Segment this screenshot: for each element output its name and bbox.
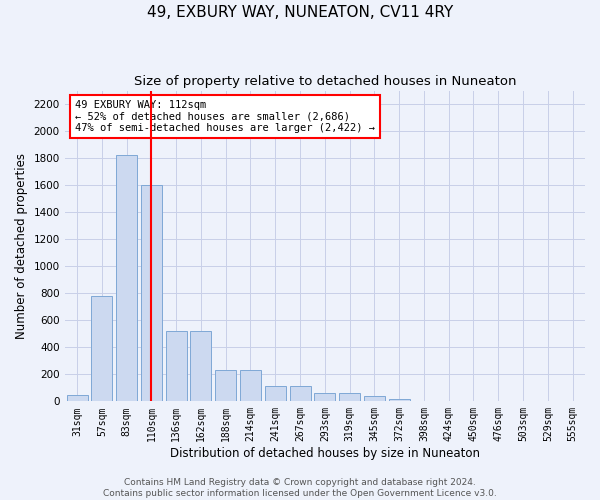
Bar	[91, 296, 112, 402]
Text: 49, EXBURY WAY, NUNEATON, CV11 4RY: 49, EXBURY WAY, NUNEATON, CV11 4RY	[147, 5, 453, 20]
Bar	[215, 370, 236, 402]
Bar	[364, 396, 385, 402]
Bar	[240, 370, 261, 402]
Bar	[389, 398, 410, 402]
Bar	[413, 400, 434, 402]
Bar	[339, 393, 360, 402]
Text: Contains HM Land Registry data © Crown copyright and database right 2024.
Contai: Contains HM Land Registry data © Crown c…	[103, 478, 497, 498]
Bar	[166, 331, 187, 402]
Bar	[67, 394, 88, 402]
Bar	[314, 393, 335, 402]
Bar	[141, 185, 162, 402]
Bar	[190, 331, 211, 402]
Bar	[116, 156, 137, 402]
X-axis label: Distribution of detached houses by size in Nuneaton: Distribution of detached houses by size …	[170, 447, 480, 460]
Title: Size of property relative to detached houses in Nuneaton: Size of property relative to detached ho…	[134, 75, 516, 88]
Y-axis label: Number of detached properties: Number of detached properties	[15, 153, 28, 339]
Bar	[265, 386, 286, 402]
Bar	[290, 386, 311, 402]
Text: 49 EXBURY WAY: 112sqm
← 52% of detached houses are smaller (2,686)
47% of semi-d: 49 EXBURY WAY: 112sqm ← 52% of detached …	[75, 100, 375, 133]
